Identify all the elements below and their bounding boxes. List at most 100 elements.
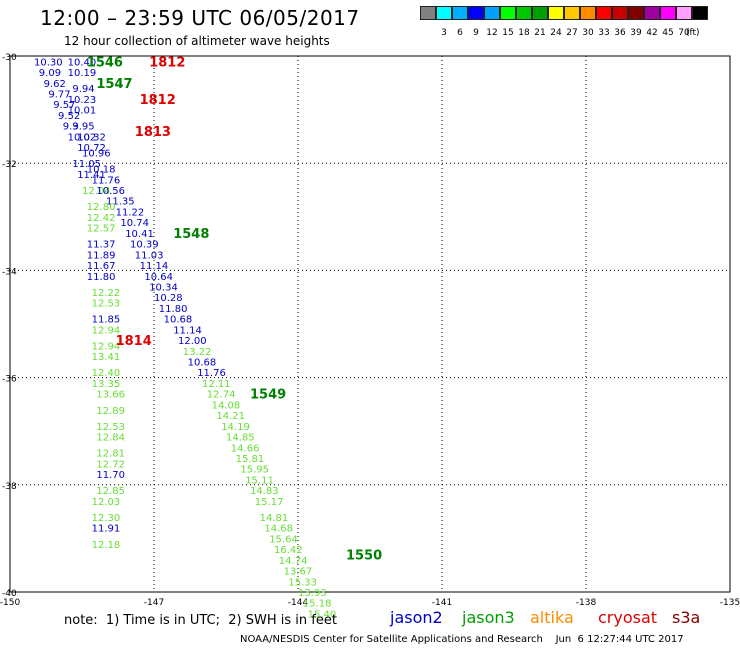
wave-height-value: 13.22 [183,347,212,358]
wave-height-value: 14.08 [212,400,241,411]
y-tick-label: -40 [2,589,17,599]
satellite-legend-item: cryosat [598,608,658,627]
wave-height-value: 9.57 [53,100,75,111]
wave-height-value: 10.23 [68,95,97,106]
wave-height-value: 12.22 [92,288,121,299]
wave-height-value: 9.52 [58,111,80,122]
chart-title: 12:00 – 23:59 UTC 06/05/2017 [40,6,360,30]
wave-height-value: 11.05 [72,159,101,170]
wave-height-value: 10.56 [96,186,125,197]
scale-swatch [564,6,580,20]
pass-time-annotation: 1549 [250,388,286,403]
wave-height-value: 11.14 [173,325,202,336]
scale-swatch [596,6,612,20]
wave-height-value: 10.34 [149,282,178,293]
x-tick-label: -144 [288,598,309,608]
wave-height-value: 10.68 [188,358,217,369]
wave-height-value: 10.19 [68,68,97,79]
scale-swatch [468,6,484,20]
wave-height-value: 11.89 [87,250,116,261]
plot-frame [9,55,731,593]
wave-height-value: 10.96 [82,148,111,159]
wave-height-value: 10.64 [144,272,173,283]
scale-swatch [500,6,516,20]
scale-label: 42 [646,28,658,38]
scale-label: 24 [550,28,562,38]
wave-height-value: 11.80 [159,304,188,315]
scale-swatch [548,6,564,20]
wave-height-value: 15.18 [303,599,332,610]
wave-height-value: 12.85 [96,486,125,497]
wave-height-value: 14.21 [216,411,245,422]
wave-height-value: 14.85 [226,433,255,444]
wave-height-value: 12.80 [87,202,116,213]
x-tick-label: -150 [0,598,20,608]
scale-swatch [532,6,548,20]
wave-height-value: 12.04 [82,186,111,197]
wave-height-value: 11.76 [197,368,226,379]
scale-label: 36 [614,28,626,38]
wave-height-value: 11.85 [92,315,121,326]
scale-swatch [580,6,596,20]
y-tick-label: -38 [2,482,17,492]
wave-height-value: 10.72 [77,143,106,154]
wave-height-value: 9.77 [48,90,70,101]
y-tick-label: -36 [2,375,17,385]
wave-height-value: 10.28 [154,293,183,304]
wave-height-value: 11.76 [92,175,121,186]
scale-label: 27 [566,28,578,38]
x-tick-label: -147 [144,598,164,608]
units-note: note: 1) Time is in UTC; 2) SWH is in fe… [64,613,337,628]
wave-height-value: 12.18 [92,540,121,551]
wave-height-value: 11.67 [87,261,116,272]
wave-height-value: 10.01 [68,106,97,117]
pass-time-annotation: 1812 [140,93,176,108]
wave-height-value: 15.11 [245,475,274,486]
wave-height-value: 12.94 [92,325,121,336]
scale-swatch [692,6,708,20]
wave-height-value: 12.53 [96,422,125,433]
wave-height-value: 13.35 [92,379,121,390]
wave-height-value: 9.94 [72,84,94,95]
wave-height-value: 9.09 [39,68,61,79]
wave-height-value: 10.32 [77,132,106,143]
satellite-legend-item: altika [530,608,574,627]
wave-height-value: 12.03 [92,497,121,508]
wave-height-value: 10.18 [87,165,116,176]
scale-swatch [612,6,628,20]
wave-height-value: 10.41 [125,229,154,240]
wave-height-value: 15.17 [255,497,284,508]
scale-label: 6 [457,28,463,38]
wave-height-value: 11.37 [87,240,116,251]
wave-height-value: 15.81 [236,454,265,465]
scale-swatch [484,6,500,20]
wave-height-value: 14.74 [279,556,308,567]
wave-height-value: 14.83 [250,486,279,497]
color-scale-legend: 3 6 9 12 15 18 21 24 27 30 33 36 39 42 45 70 (ft) [420,6,708,38]
x-tick-label: -138 [576,598,597,608]
scale-label: 33 [598,28,610,38]
y-tick-label: -34 [2,267,17,277]
satellite-legend-item: jason2 [390,608,443,627]
wave-height-value: 12.89 [96,406,125,417]
wave-height-value: 10.40 [68,57,97,68]
wave-height-value: 10.74 [120,218,149,229]
scale-swatch [676,6,692,20]
wave-height-value: 11.35 [106,197,135,208]
satellite-legend-item: jason3 [462,608,515,627]
wave-height-value: 9.62 [44,79,66,90]
wave-height-value: 10.02 [68,132,97,143]
pass-time-annotation: 1548 [173,227,209,242]
wave-height-value: 13.67 [284,567,313,578]
scale-swatch [644,6,660,20]
pass-time-annotation: 1550 [346,548,382,563]
wave-height-value: 15.95 [240,465,269,476]
wave-height-value: 12.30 [92,513,121,524]
wave-height-value: 9.3 [63,122,79,133]
y-tick-label: -30 [2,53,17,63]
wave-height-value: 12.84 [96,433,125,444]
scale-unit-label: (ft) [686,28,700,38]
y-tick-label: -32 [2,160,17,170]
scale-label: 70 [678,28,690,38]
scale-label: 9 [473,28,479,38]
